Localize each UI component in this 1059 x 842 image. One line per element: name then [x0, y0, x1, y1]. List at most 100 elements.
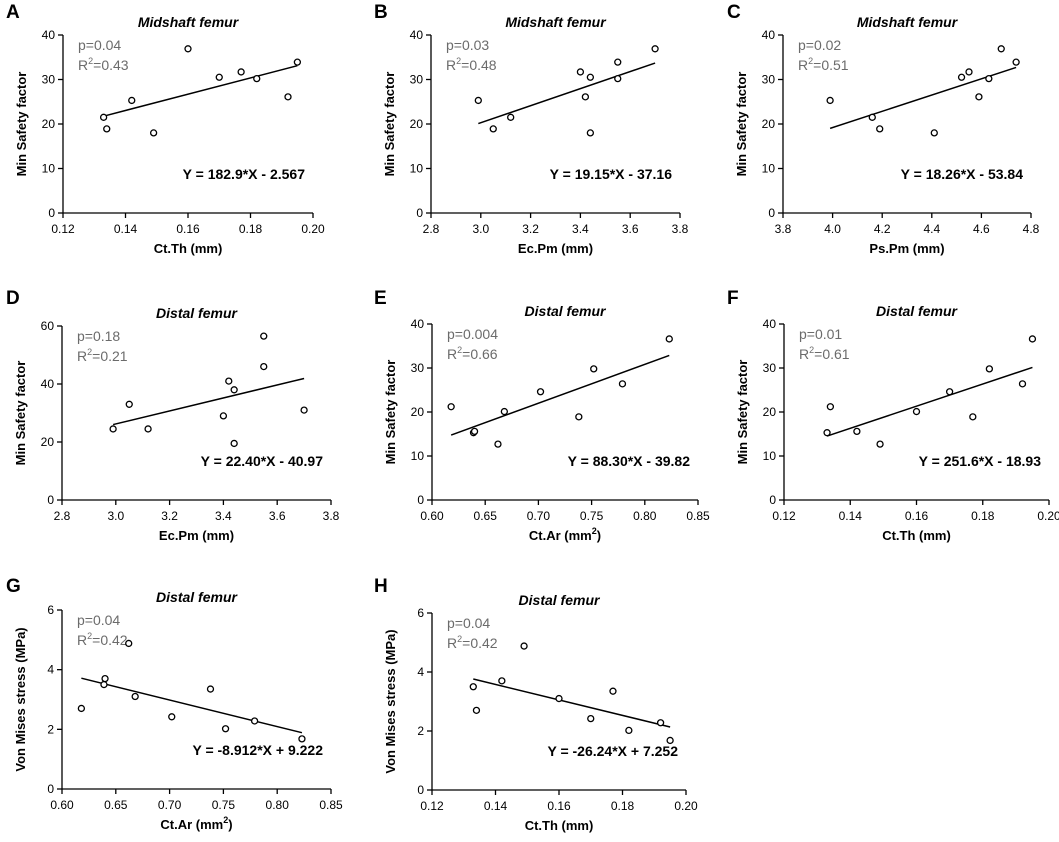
r-squared-value: =0.21 [92, 348, 128, 364]
x-tick-label: 4.2 [874, 222, 891, 236]
y-tick-label: 30 [411, 361, 425, 375]
x-axis-label-text: Ps.Pm (mm) [869, 241, 944, 256]
y-axis-label: Min Safety factor [14, 72, 29, 177]
data-point [125, 400, 133, 408]
data-point [103, 125, 111, 133]
x-tick-label: 3.6 [269, 509, 286, 523]
data-point [1012, 58, 1020, 66]
regression-line [112, 377, 305, 426]
x-tick-label: 0.20 [674, 799, 698, 813]
regression-line [829, 66, 1017, 130]
x-tick-label: 4.8 [1023, 222, 1040, 236]
data-point [77, 704, 86, 713]
data-point [1018, 380, 1027, 388]
r-squared-text: R2=0.48 [446, 56, 497, 73]
x-axis-label-text: Ct.Th (mm) [525, 818, 594, 833]
x-tick-label: 0.12 [51, 222, 75, 236]
x-tick-label: 0.18 [239, 222, 263, 236]
data-point [912, 407, 921, 416]
x-tick-label: 3.0 [472, 222, 489, 236]
x-tick-label: 0.70 [158, 798, 182, 812]
x-tick-label: 0.16 [547, 799, 571, 813]
x-tick-label: 2.8 [54, 509, 71, 523]
panel-d: D Distal femur 0 20 40 60 2.8 3.0 3.2 3.4 3.6 3.8 Ec… [6, 288, 340, 543]
data-point [230, 439, 238, 448]
data-point [536, 388, 545, 396]
x-tick-label: 0.85 [319, 798, 343, 812]
y-tick-label: 40 [763, 317, 777, 331]
panel-letter: A [6, 2, 20, 23]
x-axis-label: Ct.Th (mm) [154, 241, 223, 256]
chart-title: Distal femur [525, 303, 607, 319]
y-tick-label: 0 [47, 493, 54, 507]
r-squared-value: =0.43 [93, 57, 129, 73]
y-tick-label: 6 [417, 606, 424, 620]
panel-b: B Midshaft femur 0 10 20 30 40 2.8 3.0 3.2 3.4 3.6 3… [374, 2, 689, 256]
data-point [625, 726, 633, 735]
y-tick-label: 0 [47, 782, 54, 796]
p-value-text: p=0.004 [447, 326, 498, 342]
panel-letter: B [374, 2, 388, 23]
r-squared-text: R2=0.61 [799, 345, 850, 362]
regression-equation: Y = -26.24*X + 7.252 [547, 743, 678, 759]
x-tick-label: 0.65 [104, 798, 128, 812]
chart-title: Midshaft femur [857, 14, 959, 30]
y-tick-label: 40 [410, 28, 424, 42]
y-tick-label: 20 [41, 435, 55, 449]
regression-equation: Y = 22.40*X - 40.97 [201, 453, 324, 469]
p-value-text: p=0.03 [446, 37, 489, 53]
chart-title: Midshaft femur [505, 14, 607, 30]
r-squared-prefix: R [799, 346, 809, 362]
y-tick-label: 0 [768, 206, 775, 220]
y-axis-label: Min Safety factor [382, 72, 397, 177]
data-point [586, 73, 595, 81]
p-value-text: p=0.04 [447, 615, 490, 631]
data-point [520, 642, 528, 650]
r-squared-prefix: R [78, 57, 88, 73]
data-point [826, 403, 835, 411]
data-point [930, 129, 938, 137]
panel-g: G Distal femur 0 2 4 6 0.60 0.65 0.70 0.75 0.80 0.8… [6, 576, 343, 832]
y-tick-label: 0 [416, 206, 423, 220]
x-tick-label: 0.18 [611, 799, 635, 813]
x-axis-label-sup: 2 [592, 526, 597, 536]
data-point [128, 96, 136, 105]
x-axis-label-sup: 2 [223, 815, 228, 825]
panel-f: F Distal femur 0 10 20 30 40 0.12 0.14 0.16 0.18 0.… [727, 288, 1059, 543]
data-point [587, 714, 595, 723]
y-tick-label: 0 [417, 493, 424, 507]
data-point [969, 413, 977, 421]
y-tick-label: 6 [47, 603, 54, 617]
data-point [826, 96, 834, 105]
data-point [614, 58, 622, 66]
y-tick-label: 2 [417, 724, 424, 738]
p-value-text: p=0.04 [77, 612, 120, 628]
regression-equation: Y = 19.15*X - 37.16 [550, 166, 673, 182]
r-squared-value: =0.42 [462, 635, 498, 651]
y-tick-label: 30 [763, 361, 777, 375]
data-point [253, 74, 261, 83]
x-tick-label: 3.8 [323, 509, 340, 523]
x-axis-label-text: Ct.Th (mm) [154, 241, 223, 256]
data-point [293, 58, 302, 66]
data-point [507, 113, 515, 121]
x-axis-label: Ec.Pm (mm) [518, 241, 593, 256]
data-point [184, 45, 192, 53]
x-tick-label: 3.2 [161, 509, 178, 523]
r-squared-text: R2=0.21 [77, 347, 128, 364]
x-tick-label: 3.8 [672, 222, 689, 236]
regression-equation: Y = 182.9*X - 2.567 [183, 166, 306, 182]
data-point [298, 735, 306, 743]
regression-line [81, 677, 303, 734]
data-point [219, 412, 228, 420]
x-tick-label: 4.6 [973, 222, 990, 236]
y-axis-label: Min Safety factor [383, 360, 398, 465]
r-squared-sup: 2 [456, 56, 461, 66]
y-tick-label: 20 [42, 117, 56, 131]
panel-letter: C [727, 2, 741, 23]
data-point [965, 68, 973, 76]
data-point [651, 45, 659, 53]
data-point [284, 93, 292, 101]
x-tick-label: 0.14 [839, 509, 863, 523]
